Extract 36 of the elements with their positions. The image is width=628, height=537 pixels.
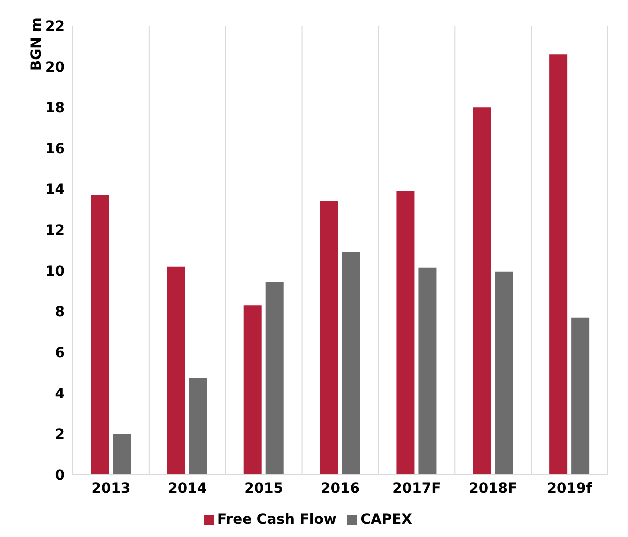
x-tick-label: 2015 xyxy=(244,480,284,497)
bar xyxy=(91,195,109,475)
bar xyxy=(396,191,415,475)
y-tick-label: 8 xyxy=(55,304,65,321)
bar xyxy=(550,54,568,475)
x-tick-label: 2013 xyxy=(92,480,131,497)
x-tick-label: 2019f xyxy=(547,480,594,497)
y-tick-label: 10 xyxy=(46,264,66,280)
y-tick-label: 20 xyxy=(46,60,66,76)
bar xyxy=(495,272,514,475)
y-tick-label: 2 xyxy=(55,427,65,444)
y-tick-label: 0 xyxy=(55,468,66,484)
legend-label: Free Cash Flow xyxy=(218,512,337,528)
y-tick-label: 14 xyxy=(46,182,66,198)
bar xyxy=(189,378,208,475)
y-axis-title: BGN m xyxy=(28,18,45,71)
x-tick-label: 2018F xyxy=(469,480,518,497)
bar xyxy=(167,266,186,475)
y-tick-label: 4 xyxy=(55,386,66,402)
bar xyxy=(473,108,492,475)
bar xyxy=(572,318,590,475)
bar xyxy=(113,434,131,475)
x-tick-label: 2014 xyxy=(168,480,208,497)
y-tick-label: 16 xyxy=(46,141,65,158)
bar xyxy=(320,202,338,475)
x-tick-label: 2016 xyxy=(321,480,360,497)
legend-label: CAPEX xyxy=(360,512,412,528)
y-tick-label: 6 xyxy=(55,346,65,362)
y-tick-label: 12 xyxy=(46,223,65,240)
bar xyxy=(418,268,437,475)
bar xyxy=(244,306,262,475)
bar xyxy=(342,252,360,475)
y-tick-label: 18 xyxy=(46,100,65,117)
bar xyxy=(266,282,284,475)
y-tick-label: 22 xyxy=(46,18,65,35)
x-tick-label: 2017F xyxy=(392,480,442,497)
